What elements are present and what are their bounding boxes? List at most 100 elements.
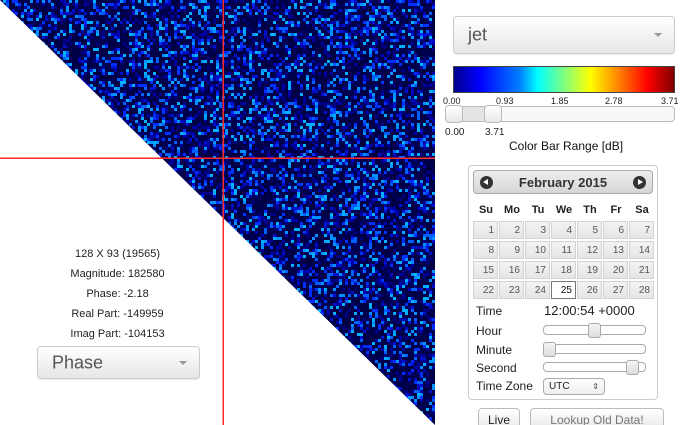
- heatmap-cell: [336, 36, 339, 39]
- heatmap-cell: [348, 183, 351, 186]
- heatmap-cell: [255, 126, 258, 129]
- heatmap-cell: [345, 180, 348, 183]
- heatmap-cell: [354, 18, 357, 21]
- heatmap-cell: [186, 72, 189, 75]
- heatmap-cell: [57, 51, 60, 54]
- heatmap-cell: [27, 15, 30, 18]
- heatmap-cell: [165, 33, 168, 36]
- heatmap-cell: [285, 102, 288, 105]
- heatmap-cell: [285, 21, 288, 24]
- heatmap-cell: [357, 102, 360, 105]
- heatmap-cell: [204, 195, 207, 198]
- heatmap-cell: [294, 45, 297, 48]
- heatmap-cell: [252, 69, 255, 72]
- heatmap-cell: [285, 18, 288, 21]
- heatmap-cell: [132, 21, 135, 24]
- heatmap-cell: [144, 138, 147, 141]
- heatmap-cell: [384, 84, 387, 87]
- heatmap-cell: [423, 24, 426, 27]
- heatmap-cell: [417, 111, 420, 114]
- heatmap-cell: [300, 42, 303, 45]
- heatmap-cell: [369, 33, 372, 36]
- heatmap-cell: [399, 198, 402, 201]
- heatmap-cell: [399, 87, 402, 90]
- heatmap-cell: [312, 15, 315, 18]
- heatmap-cell: [48, 12, 51, 15]
- heatmap-cell: [390, 66, 393, 69]
- heatmap-cell: [420, 132, 423, 135]
- heatmap-cell: [192, 177, 195, 180]
- heatmap-cell: [234, 183, 237, 186]
- heatmap-cell: [150, 135, 153, 138]
- heatmap-cell: [231, 66, 234, 69]
- heatmap-cell: [201, 18, 204, 21]
- heatmap-cell: [243, 90, 246, 93]
- heatmap-cell: [273, 192, 276, 195]
- heatmap-cell: [228, 30, 231, 33]
- heatmap-cell: [219, 201, 222, 204]
- heatmap-cell: [408, 201, 411, 204]
- heatmap-cell: [351, 162, 354, 165]
- heatmap-cell: [348, 18, 351, 21]
- heatmap-cell: [357, 27, 360, 30]
- heatmap-cell: [273, 159, 276, 162]
- heatmap-cell: [174, 114, 177, 117]
- heatmap-cell: [93, 78, 96, 81]
- heatmap-cell: [207, 147, 210, 150]
- heatmap-cell: [417, 150, 420, 153]
- heatmap-cell: [384, 45, 387, 48]
- heatmap-cell: [345, 3, 348, 6]
- heatmap-cell: [207, 81, 210, 84]
- heatmap-cell: [324, 189, 327, 192]
- heatmap-cell: [300, 93, 303, 96]
- heatmap-cell: [138, 90, 141, 93]
- heatmap-cell: [240, 159, 243, 162]
- heatmap-cell: [312, 168, 315, 171]
- heatmap-cell: [372, 96, 375, 99]
- heatmap-cell: [303, 42, 306, 45]
- heatmap-cell: [273, 150, 276, 153]
- heatmap-cell: [342, 0, 345, 3]
- heatmap-cell: [255, 132, 258, 135]
- heatmap-cell: [405, 102, 408, 105]
- heatmap-cell: [258, 120, 261, 123]
- heatmap-cell: [342, 123, 345, 126]
- heatmap-cell: [363, 132, 366, 135]
- heatmap-cell: [135, 45, 138, 48]
- heatmap-cell: [195, 84, 198, 87]
- heatmap-cell: [405, 174, 408, 177]
- heatmap-cell: [336, 189, 339, 192]
- heatmap-cell: [420, 141, 423, 144]
- heatmap-cell: [177, 9, 180, 12]
- heatmap-cell: [276, 126, 279, 129]
- heatmap-cell: [285, 108, 288, 111]
- heatmap-cell: [30, 24, 33, 27]
- heatmap-cell: [132, 12, 135, 15]
- heatmap-cell: [420, 57, 423, 60]
- heatmap-cell: [357, 141, 360, 144]
- heatmap-cell: [342, 138, 345, 141]
- heatmap-cell: [387, 108, 390, 111]
- heatmap-cell: [426, 24, 429, 27]
- heatmap-cell: [225, 30, 228, 33]
- heatmap-cell: [276, 105, 279, 108]
- heatmap-cell: [48, 30, 51, 33]
- heatmap-cell: [207, 174, 210, 177]
- heatmap-cell: [291, 201, 294, 204]
- heatmap-cell: [432, 42, 435, 45]
- heatmap-cell: [372, 162, 375, 165]
- heatmap-cell: [210, 48, 213, 51]
- heatmap-cell: [99, 60, 102, 63]
- heatmap-cell: [252, 102, 255, 105]
- heatmap-cell: [285, 192, 288, 195]
- heatmap-cell: [258, 183, 261, 186]
- heatmap-cell: [282, 12, 285, 15]
- heatmap-cell: [138, 0, 141, 3]
- heatmap-cell: [330, 9, 333, 12]
- heatmap-cell: [102, 51, 105, 54]
- heatmap-cell: [336, 96, 339, 99]
- heatmap-cell: [327, 27, 330, 30]
- heatmap-cell: [288, 39, 291, 42]
- heatmap-cell: [219, 39, 222, 42]
- heatmap-cell: [165, 147, 168, 150]
